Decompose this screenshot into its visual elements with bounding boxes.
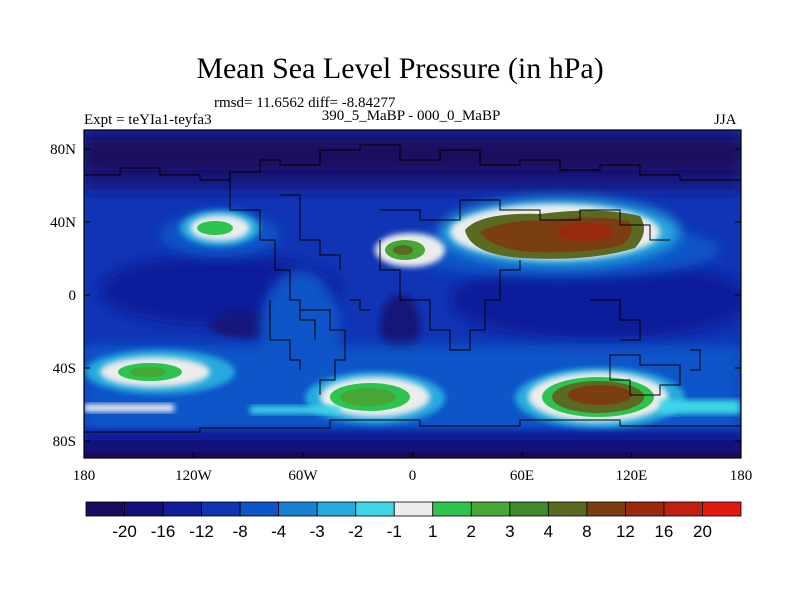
coastlines [84, 144, 741, 433]
colorbar-swatch [85, 501, 125, 517]
stats-label: rmsd= 11.6562 diff= -8.84277 [214, 95, 396, 111]
colorbar-level-label: 3 [505, 522, 514, 541]
lat-label-80n: 80N [50, 142, 76, 158]
colorbar-swatch [547, 501, 588, 517]
colorbar-swatch [702, 501, 742, 517]
lat-label-0: 0 [69, 288, 77, 304]
lon-label-0: 0 [409, 468, 417, 484]
colorbar-swatch [393, 501, 434, 517]
colorbar-swatch [663, 501, 703, 517]
colorbar-swatch [124, 501, 164, 517]
colorbar-level-label: -4 [271, 522, 286, 541]
colorbar-swatch [586, 501, 626, 517]
colorbar-level-label: -3 [310, 522, 325, 541]
lon-label-120e: 120E [616, 468, 648, 484]
colorbar-level-label: 20 [693, 522, 712, 541]
colorbar-swatch [201, 501, 241, 517]
colorbar-swatch [239, 501, 280, 517]
colorbar-level-label: 4 [544, 522, 553, 541]
colorbar-swatch [355, 501, 395, 517]
season-label: JJA [714, 112, 737, 128]
map-field [84, 130, 741, 458]
colorbar-swatch [278, 501, 318, 517]
colorbar-level-label: -1 [387, 522, 402, 541]
colorbar-swatch [432, 501, 472, 517]
colorbar-level-label: -2 [348, 522, 363, 541]
colorbar [85, 501, 742, 517]
colorbar-swatch [625, 501, 665, 517]
axis-ticks [83, 148, 742, 458]
lat-label-40s: 40S [53, 361, 76, 377]
colorbar-level-label: -12 [189, 522, 214, 541]
lat-label-40n: 40N [50, 215, 76, 231]
lon-label-120w: 120W [175, 468, 213, 484]
colorbar-level-label: 2 [467, 522, 476, 541]
colorbar-level-label: -8 [233, 522, 248, 541]
colorbar-swatch [316, 501, 357, 517]
colorbar-labels: -20 -16 -12 -8 -4 -3 -2 -1 1 2 3 4 8 12 16 20 [112, 522, 712, 541]
colorbar-level-label: 16 [654, 522, 673, 541]
colorbar-swatch [509, 501, 549, 517]
subtitle: 390_5_MaBP - 000_0_MaBP [321, 108, 501, 124]
colorbar-level-label: 1 [428, 522, 437, 541]
lat-label-80s: 80S [53, 434, 76, 450]
colorbar-level-label: -16 [151, 522, 176, 541]
lon-label-60e: 60E [510, 468, 534, 484]
colorbar-level-label: 8 [582, 522, 591, 541]
lon-label-180e: 180 [730, 468, 753, 484]
colorbar-level-label: 12 [616, 522, 635, 541]
experiment-label: Expt = teYIa1-teyfa3 [84, 112, 212, 128]
colorbar-level-label: -20 [112, 522, 137, 541]
lon-label-60w: 60W [288, 468, 318, 484]
page-title: Mean Sea Level Pressure (in hPa) [196, 52, 604, 85]
colorbar-swatch [162, 501, 202, 517]
colorbar-swatch [470, 501, 511, 517]
lon-label-180w: 180 [73, 468, 96, 484]
